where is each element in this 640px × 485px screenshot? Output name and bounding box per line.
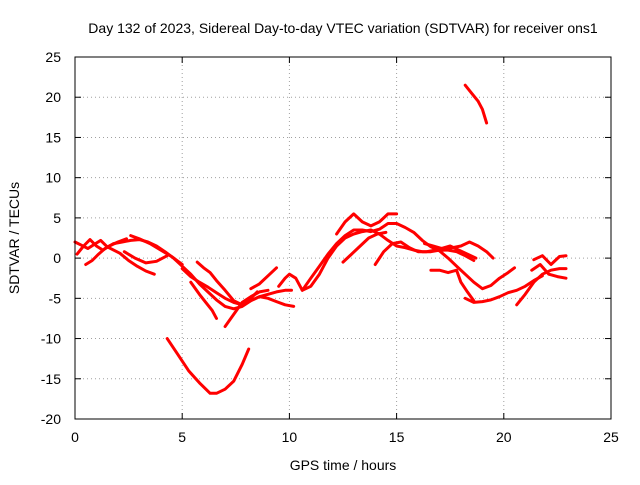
series-line-pass-10: [223, 288, 270, 328]
series-line-pass-4: [129, 234, 184, 266]
y-tick-label: 10: [45, 170, 61, 186]
series-line-pass-5: [122, 250, 169, 265]
x-tick-label: 20: [496, 429, 512, 445]
x-tick-label: 25: [603, 429, 619, 445]
series-line-pass-14: [335, 212, 399, 236]
chart-title: Day 132 of 2023, Sidereal Day-to-day VTE…: [88, 20, 598, 36]
y-tick-label: -20: [41, 411, 61, 427]
series-line-pass-9: [249, 266, 278, 291]
series-group: [73, 83, 568, 395]
series-line-pass-22: [532, 254, 568, 266]
series-line-pass-1: [73, 238, 156, 276]
y-tick-label: 0: [53, 250, 61, 266]
grid: [75, 57, 611, 419]
series-line-pass-13: [300, 222, 516, 292]
y-tick-label: 5: [53, 210, 61, 226]
y-tick-label: -15: [41, 371, 61, 387]
axes: 0 5 10 15 20 25 -20 -15 -10 -5 0 5 10 15 20 25: [41, 49, 619, 445]
series-line-pass-11: [165, 337, 251, 395]
series-line-pass-7: [189, 280, 218, 320]
series-line-pass-8: [195, 260, 259, 307]
x-tick-label: 10: [282, 429, 298, 445]
y-tick-label: 25: [45, 49, 61, 65]
series-line-pass-18: [429, 268, 476, 303]
series-line-pass-17: [423, 242, 478, 260]
x-tick-label: 5: [178, 429, 186, 445]
series-line-pass-15: [341, 230, 388, 264]
x-axis-label: GPS time / hours: [290, 457, 397, 473]
series-line-pass-21: [530, 263, 568, 280]
series-line-pass-20: [515, 267, 568, 307]
series-line-pass-23: [463, 83, 489, 125]
y-tick-label: 20: [45, 89, 61, 105]
x-tick-label: 15: [389, 429, 405, 445]
x-tick-label: 0: [71, 429, 79, 445]
y-tick-label: 15: [45, 129, 61, 145]
series-line-pass-19: [463, 274, 544, 304]
series-line-pass-6: [180, 267, 296, 308]
plot-frame: [74, 56, 612, 420]
series-line-pass-16: [373, 240, 495, 266]
y-tick-label: -5: [49, 290, 62, 306]
y-axis-label: SDTVAR / TECUs: [6, 182, 22, 294]
y-tick-label: -10: [41, 331, 61, 347]
